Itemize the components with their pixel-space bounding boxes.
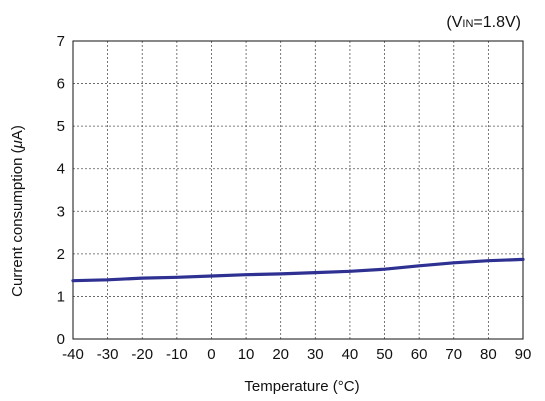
x-tick-label: 0 [207,346,215,363]
series-line [71,257,525,283]
y-tick-label: 1 [57,288,65,305]
x-tick-label: 80 [480,346,497,363]
x-axis-title: Temperature (°C) [244,378,359,395]
x-tick-label: 50 [376,346,393,363]
x-tick-label: -40 [62,346,84,363]
series-layer [71,257,525,283]
condition-annotation: (VIN=1.8V) [446,14,521,31]
y-tick-label: 3 [57,203,65,220]
grid [73,41,523,339]
y-tick-label: 2 [57,246,65,263]
x-tick-label: 40 [342,346,359,363]
x-tick-label: -30 [97,346,119,363]
y-tick-label: 5 [57,118,65,135]
y-tick-label: 0 [57,331,65,348]
x-tick-label: 70 [445,346,462,363]
x-tick-label: 90 [515,346,532,363]
x-tick-label: 30 [307,346,324,363]
y-tick-labels: 0 1 2 3 4 5 6 7 [57,33,65,348]
y-tick-label: 7 [57,33,65,50]
x-tick-label: -10 [166,346,188,363]
x-tick-label: 20 [272,346,289,363]
x-tick-label: 10 [238,346,255,363]
x-tick-label: 60 [411,346,428,363]
x-tick-label: -20 [131,346,153,363]
y-axis-title: Current consumption (μA) [9,125,26,297]
plot-frame [72,40,524,340]
y-tick-label: 6 [57,76,65,93]
x-tick-labels: -40 -30 -20 -10 0 10 20 30 40 50 60 70 80 90 [62,346,531,363]
y-tick-label: 4 [57,161,65,178]
